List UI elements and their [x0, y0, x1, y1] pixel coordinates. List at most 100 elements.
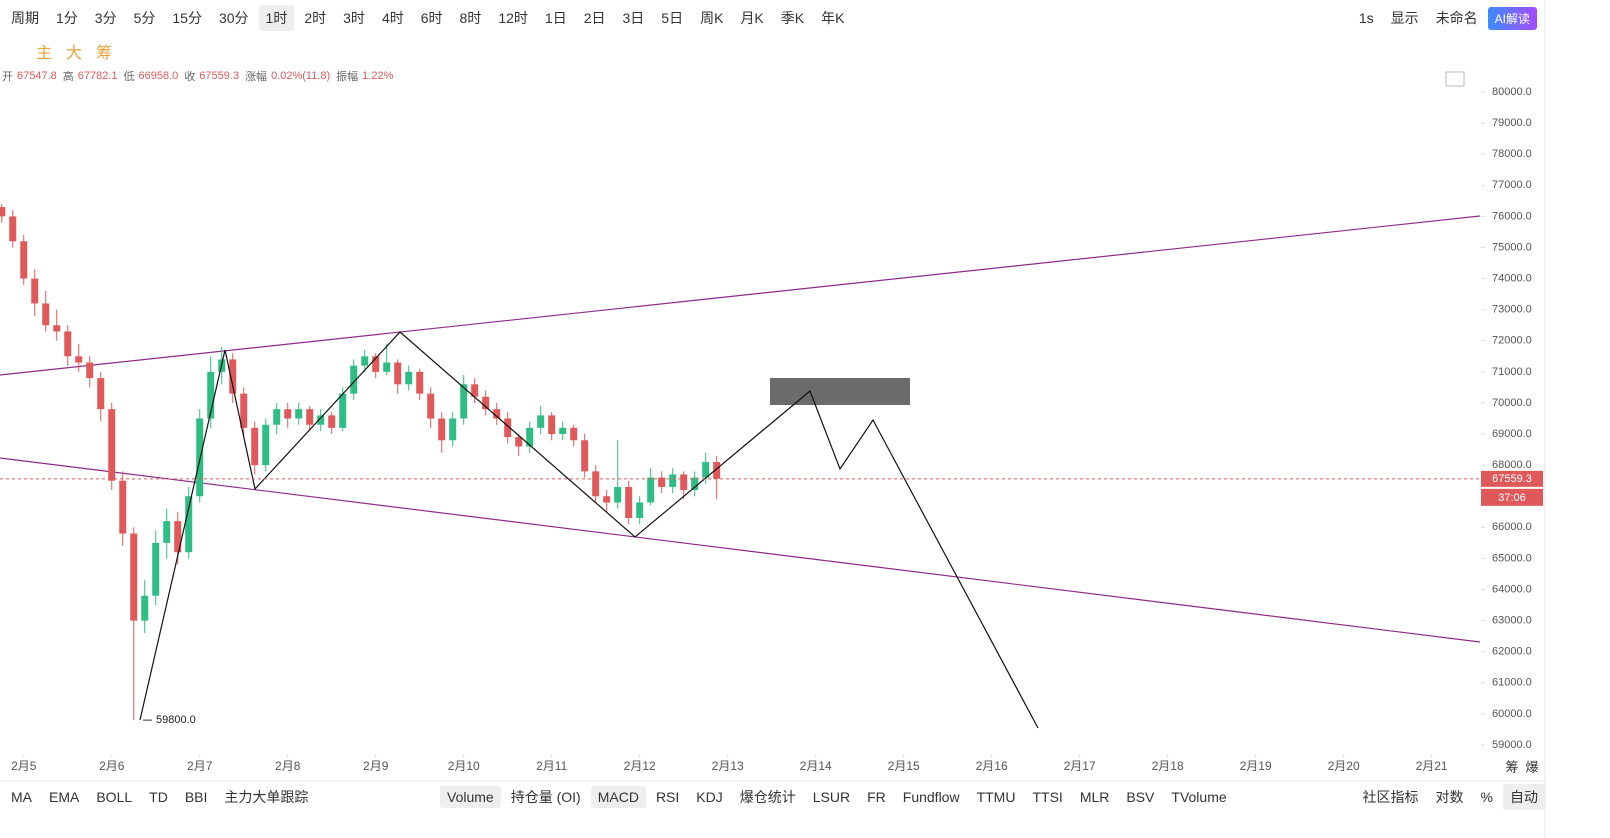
- indicator-button[interactable]: BBI: [184, 789, 208, 805]
- candle-body: [31, 278, 39, 304]
- trend-line: [0, 457, 1481, 643]
- indicator-button[interactable]: MACD: [590, 786, 646, 808]
- candle-body: [339, 393, 347, 428]
- candle-body: [306, 409, 314, 425]
- candle-body: [207, 371, 215, 419]
- period-button[interactable]: 周期: [11, 10, 39, 26]
- trend-line: [0, 215, 1481, 376]
- period-button[interactable]: 30分: [218, 10, 249, 26]
- y-tick-label: 66000.0: [1492, 521, 1532, 533]
- candle-body: [713, 462, 721, 479]
- candle-body: [53, 325, 61, 332]
- candle-body: [570, 427, 578, 441]
- price-tag: [1481, 470, 1543, 487]
- candle-body: [9, 216, 17, 242]
- indicator-button[interactable]: LSUR: [812, 789, 851, 805]
- tool-button[interactable]: 未命名: [1435, 10, 1478, 26]
- tool-button[interactable]: 显示: [1390, 10, 1419, 26]
- indicator-button[interactable]: 主力大单跟踪: [224, 789, 309, 805]
- x-tick-label: 2月18: [1152, 759, 1184, 773]
- candle-body: [482, 396, 490, 410]
- candle-body: [493, 409, 501, 419]
- indicator-button[interactable]: 爆仓统计: [739, 789, 796, 805]
- period-button[interactable]: 3分: [94, 10, 117, 26]
- period-button[interactable]: 1时: [258, 5, 295, 31]
- candle-body: [163, 521, 171, 543]
- indicator-button[interactable]: TD: [149, 789, 168, 805]
- period-button[interactable]: 3日: [622, 10, 645, 26]
- period-button[interactable]: 4时: [381, 10, 404, 26]
- info-value: 67782.1: [77, 70, 118, 82]
- indicator-button[interactable]: RSI: [655, 789, 680, 805]
- x-tick-label: 2月17: [1064, 759, 1096, 773]
- main-tool[interactable]: 大: [66, 45, 83, 62]
- option-button[interactable]: %: [1480, 789, 1493, 805]
- period-button[interactable]: 1日: [544, 10, 567, 26]
- indicator-button[interactable]: TVolume: [1171, 789, 1227, 805]
- x-tick-label: 2月16: [976, 759, 1008, 773]
- info-label: 开: [2, 71, 13, 83]
- indicator-button[interactable]: TTSI: [1032, 789, 1063, 805]
- option-button[interactable]: 自动: [1503, 784, 1545, 810]
- candle-body: [504, 418, 512, 438]
- period-button[interactable]: 1分: [56, 10, 78, 26]
- indicator-button[interactable]: KDJ: [696, 789, 723, 805]
- period-button[interactable]: 2时: [304, 10, 327, 26]
- candle-body: [669, 474, 677, 487]
- indicator-button[interactable]: BOLL: [96, 789, 133, 805]
- candle-body: [592, 471, 600, 497]
- period-button[interactable]: 周K: [700, 10, 724, 26]
- top-right-tools: 1s 显示 未命名 AI解读: [1352, 4, 1540, 32]
- indicator-button[interactable]: MLR: [1079, 789, 1110, 805]
- tool-button[interactable]: 1s: [1358, 10, 1374, 26]
- period-button[interactable]: 季K: [780, 10, 805, 26]
- indicator-button[interactable]: 持仓量 (OI): [510, 789, 581, 805]
- period-button[interactable]: 5日: [661, 10, 684, 26]
- tool-button[interactable]: AI解读: [1487, 6, 1537, 30]
- candle-body: [141, 595, 149, 621]
- indicator-button[interactable]: Volume: [440, 786, 501, 808]
- y-tick-label: 72000.0: [1492, 335, 1532, 347]
- period-button[interactable]: 12时: [498, 10, 528, 26]
- candle-body: [119, 480, 127, 534]
- period-button[interactable]: 2日: [583, 10, 606, 26]
- candle-body: [174, 521, 182, 553]
- expand-icon[interactable]: [1445, 71, 1465, 87]
- info-label: 收: [184, 71, 196, 83]
- indicator-button[interactable]: EMA: [49, 789, 80, 805]
- candle-body: [361, 356, 369, 366]
- candle-body: [427, 393, 435, 419]
- tool-label[interactable]: 爆: [1525, 759, 1538, 774]
- main-tool[interactable]: 筹: [96, 45, 113, 62]
- candle-body: [251, 427, 259, 466]
- y-tick-label: 78000.0: [1492, 148, 1532, 160]
- period-button[interactable]: 6时: [420, 10, 443, 26]
- main-tool[interactable]: 主: [36, 45, 53, 62]
- period-button[interactable]: 15分: [172, 10, 202, 26]
- candle-body: [86, 362, 94, 379]
- option-button[interactable]: 社区指标: [1362, 789, 1419, 805]
- candle-body: [75, 356, 83, 363]
- candle-body: [20, 241, 28, 279]
- indicator-button[interactable]: BSV: [1126, 789, 1155, 805]
- period-button[interactable]: 年K: [821, 10, 845, 26]
- indicator-button[interactable]: MA: [11, 789, 32, 805]
- y-tick-label: 74000.0: [1492, 272, 1532, 284]
- candle-body: [449, 418, 457, 441]
- y-tick-label: 70000.0: [1492, 397, 1532, 409]
- indicator-button[interactable]: FR: [867, 789, 886, 805]
- y-tick-label: 63000.0: [1492, 615, 1532, 627]
- period-button[interactable]: 5分: [133, 10, 156, 26]
- indicator-button[interactable]: Fundflow: [902, 789, 960, 805]
- info-label: 低: [123, 71, 135, 83]
- period-button[interactable]: 3时: [343, 10, 365, 26]
- x-tick-label: 2月15: [888, 759, 920, 773]
- indicator-button[interactable]: TTMU: [976, 789, 1016, 805]
- period-button[interactable]: 月K: [740, 10, 764, 26]
- option-button[interactable]: 对数: [1435, 789, 1464, 805]
- period-button[interactable]: 8时: [459, 10, 482, 26]
- tool-label[interactable]: 筹: [1505, 759, 1518, 774]
- y-tick-label: 62000.0: [1492, 646, 1532, 658]
